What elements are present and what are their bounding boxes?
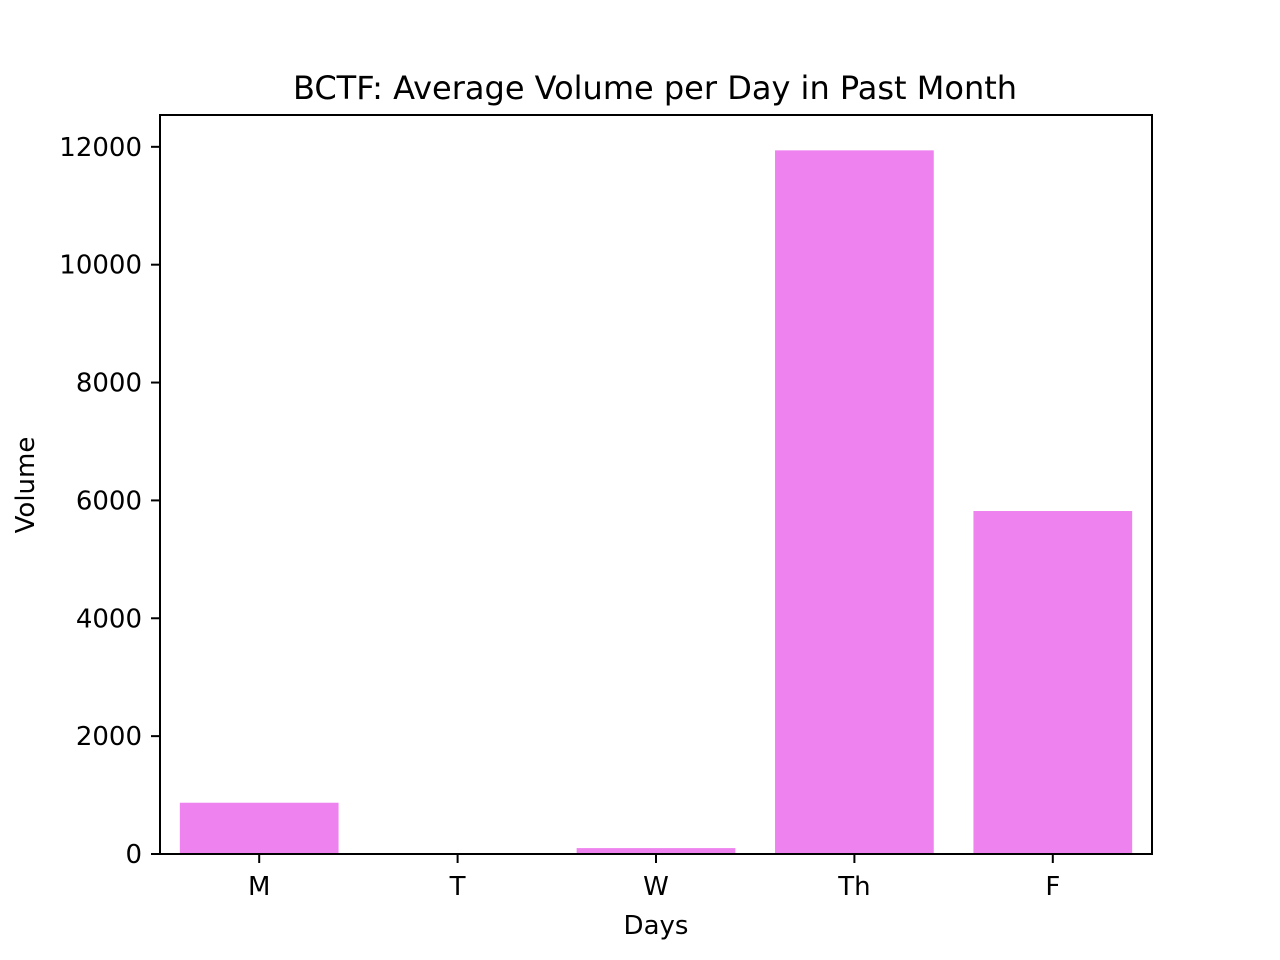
y-tick-label: 4000 (76, 604, 142, 634)
y-tick-label: 6000 (76, 486, 142, 516)
bar-th (775, 150, 934, 854)
bar-m (179, 802, 339, 854)
x-tick-label: T (449, 872, 466, 902)
bar-f (973, 511, 1133, 854)
y-axis-ticks: 0 2000 4000 6000 8000 10000 12000 (59, 133, 160, 870)
bars-group (179, 150, 1133, 854)
y-tick-label: 0 (125, 840, 142, 870)
x-tick-label: M (248, 872, 270, 902)
x-tick-label: F (1045, 872, 1060, 902)
y-tick-label: 2000 (76, 722, 142, 752)
y-tick-label: 10000 (59, 251, 142, 281)
y-axis-label: Volume (11, 437, 41, 534)
y-tick-label: 12000 (59, 133, 142, 163)
chart-title: BCTF: Average Volume per Day in Past Mon… (293, 69, 1017, 107)
bar-w (576, 848, 736, 854)
y-tick-label: 8000 (76, 369, 142, 399)
x-tick-label: W (643, 872, 669, 902)
plot-frame (159, 114, 1153, 855)
x-tick-label: Th (837, 872, 870, 902)
x-axis-ticks: M T W Th F (248, 854, 1060, 902)
x-axis-label: Days (624, 911, 689, 941)
